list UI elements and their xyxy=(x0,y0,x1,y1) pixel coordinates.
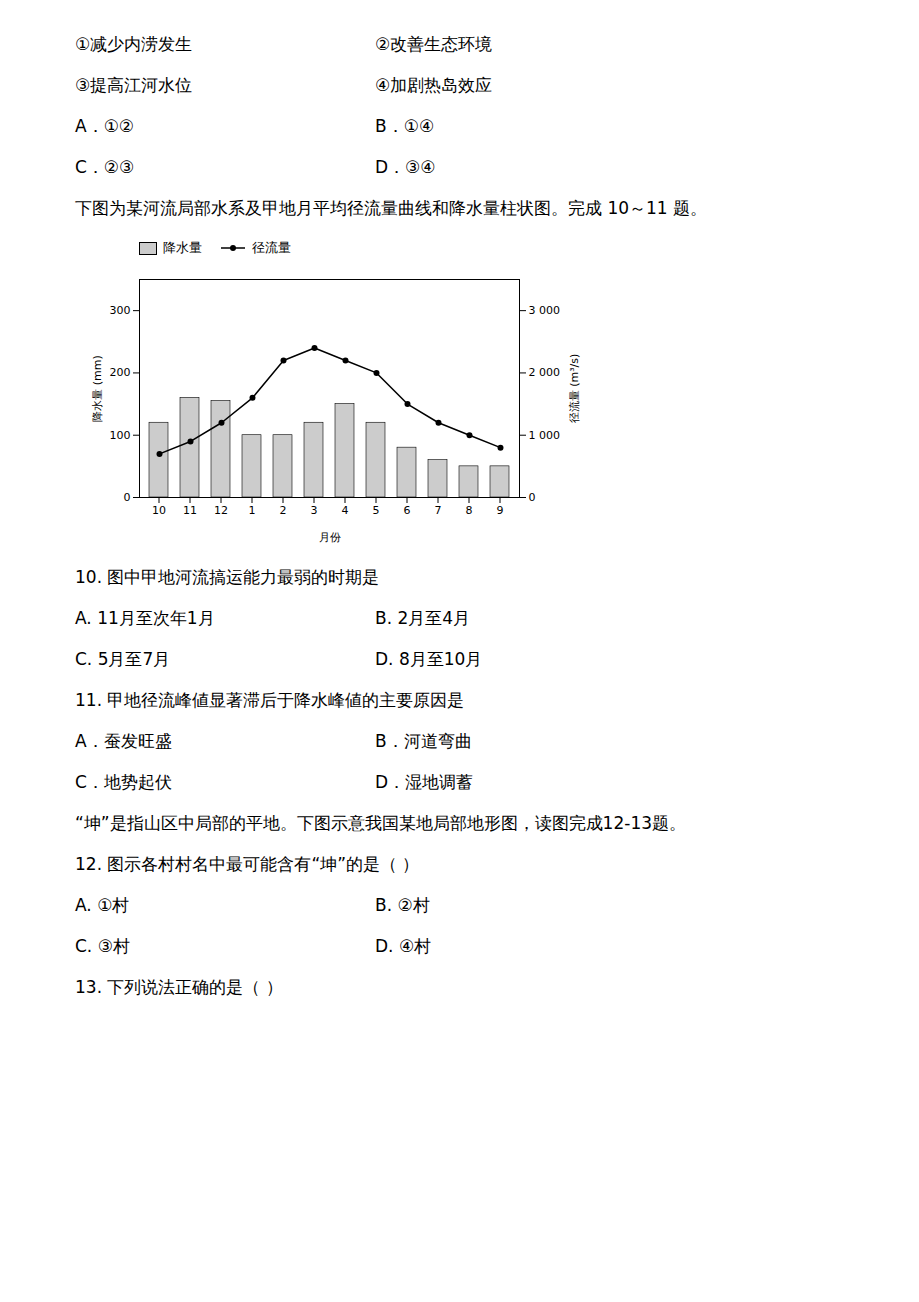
html-text:10. 图中甲地河流搞运能力最弱的时期是: 10. 图中甲地河流搞运能力最弱的时期是 xyxy=(75,567,380,587)
html-text:降水量: 降水量 xyxy=(163,240,202,255)
svg-text:3: 3 xyxy=(311,504,318,517)
svg-text:300: 300 xyxy=(110,304,131,317)
svg-text:7: 7 xyxy=(435,504,442,517)
svg-text:8: 8 xyxy=(466,504,473,517)
html-text:A．①②: A．①② xyxy=(75,116,135,136)
svg-text:3 000: 3 000 xyxy=(529,304,561,317)
svg-text:10: 10 xyxy=(152,504,166,517)
svg-text:0: 0 xyxy=(529,491,536,504)
html-text:D．③④: D．③④ xyxy=(375,157,436,177)
html-text:下图为某河流局部水系及甲地月平均径流量曲线和降水量柱状图。完: 下图为某河流局部水系及甲地月平均径流量曲线和降水量柱状图。完成 10～11 题。 xyxy=(75,198,708,218)
svg-text:5: 5 xyxy=(373,504,380,517)
svg-text:6: 6 xyxy=(404,504,411,517)
html-text:B. 2月至4月: B. 2月至4月 xyxy=(375,608,471,628)
html-text:①减少内涝发生: ①减少内涝发生 xyxy=(75,34,193,54)
html-text:径流量: 径流量 xyxy=(252,240,291,255)
html-text:C. ③村: C. ③村 xyxy=(75,936,130,956)
html-text:D．湿地调蓄: D．湿地调蓄 xyxy=(375,772,474,792)
svg-text:2: 2 xyxy=(280,504,287,517)
html-text:D. 8月至10月: D. 8月至10月 xyxy=(375,649,483,669)
html-text:C. 5月至7月: C. 5月至7月 xyxy=(75,649,171,669)
svg-text:降水量 (mm): 降水量 (mm) xyxy=(91,355,104,422)
html-text:13. 下列说法正确的是（ ）: 13. 下列说法正确的是（ ） xyxy=(75,977,283,997)
html-text:A．蚕发旺盛: A．蚕发旺盛 xyxy=(75,731,172,751)
html-text:B．①④: B．①④ xyxy=(375,116,435,136)
svg-text:月份: 月份 xyxy=(319,531,341,544)
svg-text:1: 1 xyxy=(249,504,256,517)
html-text:“坤”是指山区中局部的平地。下图示意我国某地局部地形图，读图: “坤”是指山区中局部的平地。下图示意我国某地局部地形图，读图完成12-13题。 xyxy=(75,813,686,833)
html-text:A. ①村: A. ①村 xyxy=(75,895,130,915)
html-text:④加剧热岛效应: ④加剧热岛效应 xyxy=(375,75,493,95)
html-text:③提高江河水位: ③提高江河水位 xyxy=(75,75,193,95)
svg-text:9: 9 xyxy=(497,504,504,517)
svg-text:1 000: 1 000 xyxy=(529,429,561,442)
html-text:②改善生态环境: ②改善生态环境 xyxy=(375,34,493,54)
html-text:C．地势起伏: C．地势起伏 xyxy=(75,772,172,792)
html-text:B．河道弯曲: B．河道弯曲 xyxy=(375,731,472,751)
svg-text:11: 11 xyxy=(183,504,197,517)
svg-text:100: 100 xyxy=(110,429,131,442)
html-text:B. ②村: B. ②村 xyxy=(375,895,430,915)
html-text:12. 图示各村村名中最可能含有“坤”的是（ ）: 12. 图示各村村名中最可能含有“坤”的是（ ） xyxy=(75,854,420,874)
html-text:A. 11月至次年1月: A. 11月至次年1月 xyxy=(75,608,215,628)
svg-text:12: 12 xyxy=(214,504,228,517)
svg-text:4: 4 xyxy=(342,504,349,517)
svg-text:0: 0 xyxy=(124,491,131,504)
svg-text:径流量 (m³/s): 径流量 (m³/s) xyxy=(568,354,581,424)
svg-text:2 000: 2 000 xyxy=(529,366,561,379)
html-text:C．②③: C．②③ xyxy=(75,157,135,177)
html-text:D. ④村: D. ④村 xyxy=(375,936,432,956)
html-text:11. 甲地径流峰値显著滞后于降水峰値的主要原因是: 11. 甲地径流峰値显著滞后于降水峰値的主要原因是 xyxy=(75,690,465,710)
svg-text:200: 200 xyxy=(110,366,131,379)
